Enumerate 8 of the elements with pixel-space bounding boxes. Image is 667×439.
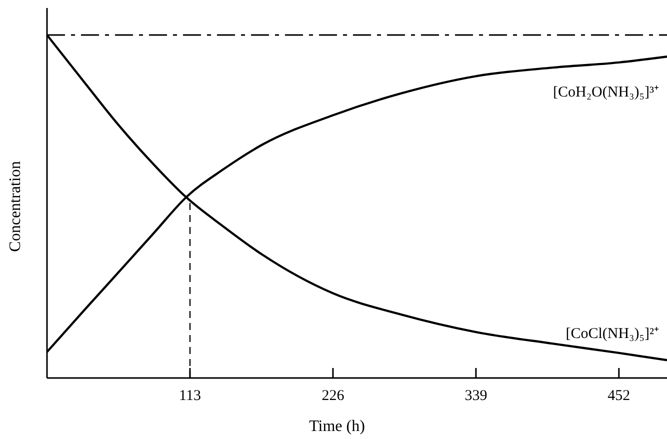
x-tick-label: 226 [322, 388, 345, 404]
x-tick-label: 113 [179, 388, 201, 404]
x-axis-title: Time (h) [309, 418, 365, 435]
x-tick-label: 339 [464, 388, 488, 404]
series-label: [CoH₂O(NH₃)₅]³⁺ [552, 84, 659, 101]
x-tick-label: 452 [608, 388, 630, 404]
series-label: [CoCl(NH₃)₅]²⁺ [566, 326, 659, 342]
y-axis-title: Concentration [7, 161, 24, 252]
